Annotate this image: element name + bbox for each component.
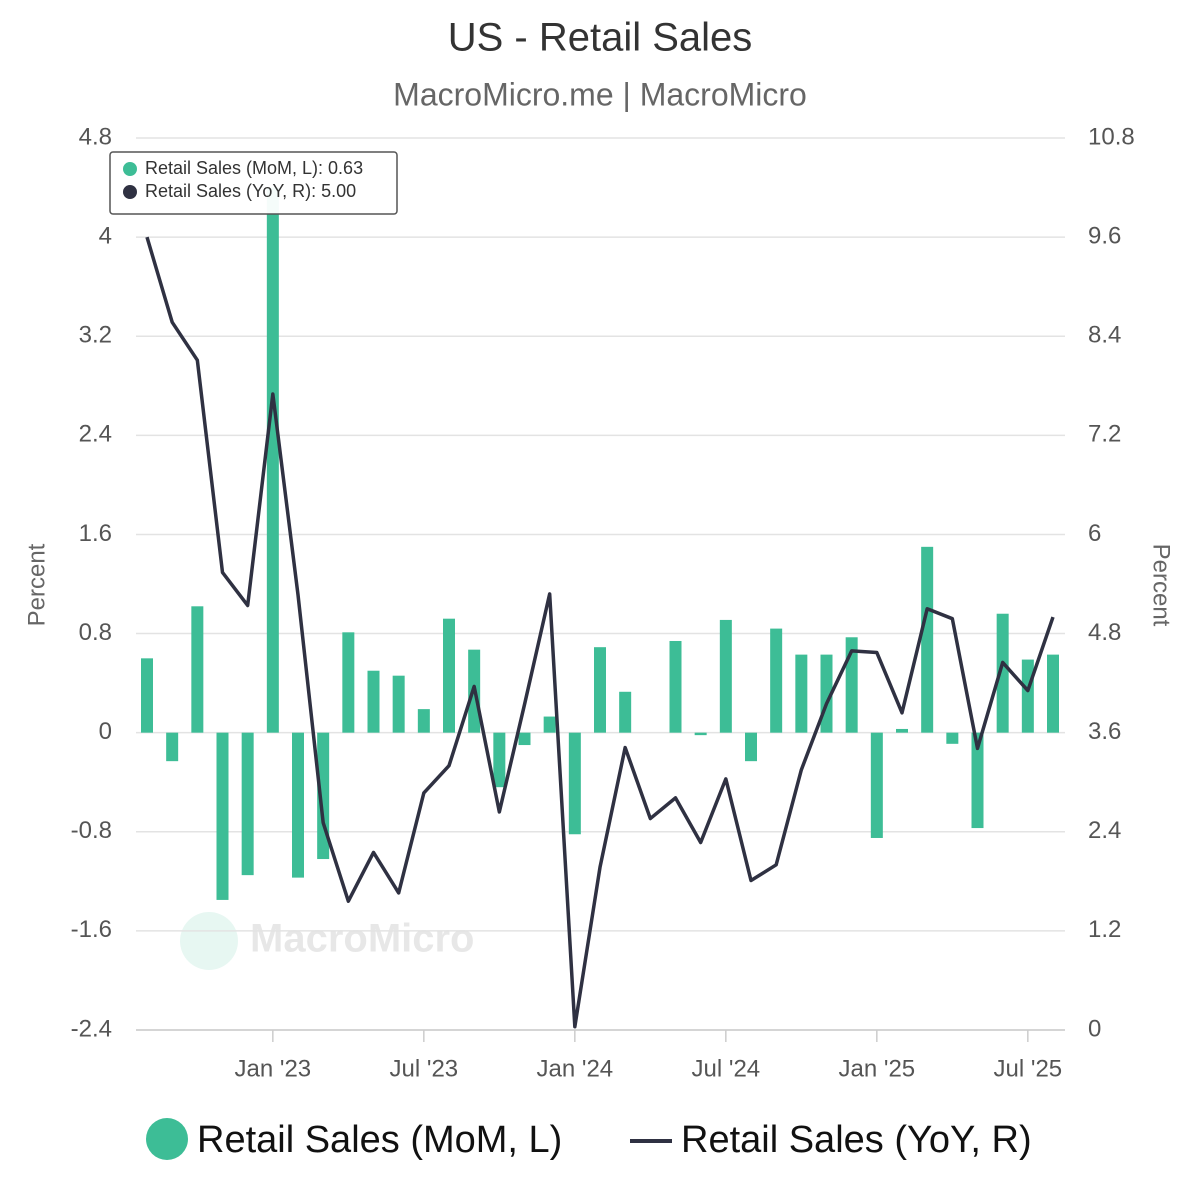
bar: [493, 732, 506, 788]
bar: [669, 640, 682, 733]
x-tick-label: Jan '24: [537, 1055, 614, 1082]
bar: [745, 732, 757, 762]
watermark-logo: [180, 912, 238, 970]
x-tick-label: Jan '23: [235, 1055, 312, 1082]
bar: [870, 732, 883, 838]
bar: [443, 618, 455, 733]
bar: [543, 716, 556, 733]
bar: [921, 546, 934, 733]
bar: [367, 670, 380, 733]
bar: [795, 654, 808, 733]
x-tick-label: Jul '24: [692, 1055, 761, 1082]
tooltip-text: Retail Sales (YoY, R): 5.00: [145, 181, 356, 201]
y2-axis-label: Percent: [1148, 544, 1175, 627]
tooltip-marker: [123, 185, 137, 199]
y2-tick-label: 3.6: [1088, 718, 1121, 745]
bar: [568, 732, 581, 835]
y-tick-label: 2.4: [79, 421, 112, 448]
bar: [946, 732, 959, 744]
bar: [166, 732, 179, 762]
x-tick-label: Jan '25: [839, 1055, 916, 1082]
y2-tick-label: 0: [1088, 1015, 1101, 1042]
y2-tick-label: 8.4: [1088, 322, 1121, 349]
y-tick-label: 0.8: [79, 619, 112, 646]
y2-tick-label: 10.8: [1088, 123, 1135, 150]
y2-tick-label: 1.2: [1088, 916, 1121, 943]
bar: [141, 658, 153, 733]
y-tick-label: -1.6: [71, 916, 112, 943]
bar: [1021, 659, 1034, 733]
tooltip: Retail Sales (MoM, L): 0.63 Retail Sales …: [109, 151, 398, 215]
y-tick-label: 4.8: [79, 123, 112, 150]
tooltip-marker: [123, 162, 137, 176]
y-tick-label: 0: [99, 718, 112, 745]
legend: Retail Sales (MoM, L) Retail Sales (YoY, …: [146, 1118, 1032, 1161]
y-tick-label: 3.2: [79, 322, 112, 349]
bar: [770, 628, 783, 733]
bar: [292, 732, 304, 878]
bar: [241, 732, 254, 876]
bar: [266, 187, 279, 733]
y-tick-label: -2.4: [71, 1015, 112, 1042]
tooltip-box: [109, 151, 398, 215]
bar: [1047, 654, 1059, 733]
x-tick-label: Jul '23: [390, 1055, 459, 1082]
line: [145, 236, 1055, 1029]
legend-marker: [146, 1118, 188, 1160]
chart-subtitle: MacroMicro.me | MacroMicro: [393, 76, 807, 112]
bar: [971, 732, 984, 829]
bar: [694, 732, 707, 736]
y2-tick-label: 4.8: [1088, 619, 1121, 646]
y2-tick-label: 6: [1088, 520, 1101, 547]
y-tick-label: -0.8: [71, 817, 112, 844]
tooltip-text: Retail Sales (MoM, L): 0.63: [145, 158, 363, 178]
bar: [216, 732, 229, 900]
bar: [619, 691, 632, 733]
chart-title: US - Retail Sales: [448, 16, 753, 60]
y2-tick-label: 7.2: [1088, 421, 1121, 448]
bar: [719, 619, 732, 733]
y-tick-label: 1.6: [79, 520, 112, 547]
legend-label[interactable]: Retail Sales (MoM, L): [197, 1119, 562, 1161]
bar: [996, 613, 1009, 733]
bar: [594, 647, 606, 733]
bar: [342, 632, 355, 733]
x-tick-label: Jul '25: [994, 1055, 1063, 1082]
bar: [518, 732, 531, 746]
bar: [896, 728, 908, 733]
watermark: MacroMicro: [250, 917, 475, 961]
bar: [392, 675, 405, 733]
y2-tick-label: 9.6: [1088, 222, 1121, 249]
legend-label[interactable]: Retail Sales (YoY, R): [681, 1119, 1032, 1161]
bar: [191, 606, 204, 733]
y2-tick-label: 2.4: [1088, 817, 1121, 844]
y-axis-label: Percent: [23, 543, 50, 626]
y-tick-label: 4: [99, 222, 112, 249]
bar: [417, 709, 430, 733]
